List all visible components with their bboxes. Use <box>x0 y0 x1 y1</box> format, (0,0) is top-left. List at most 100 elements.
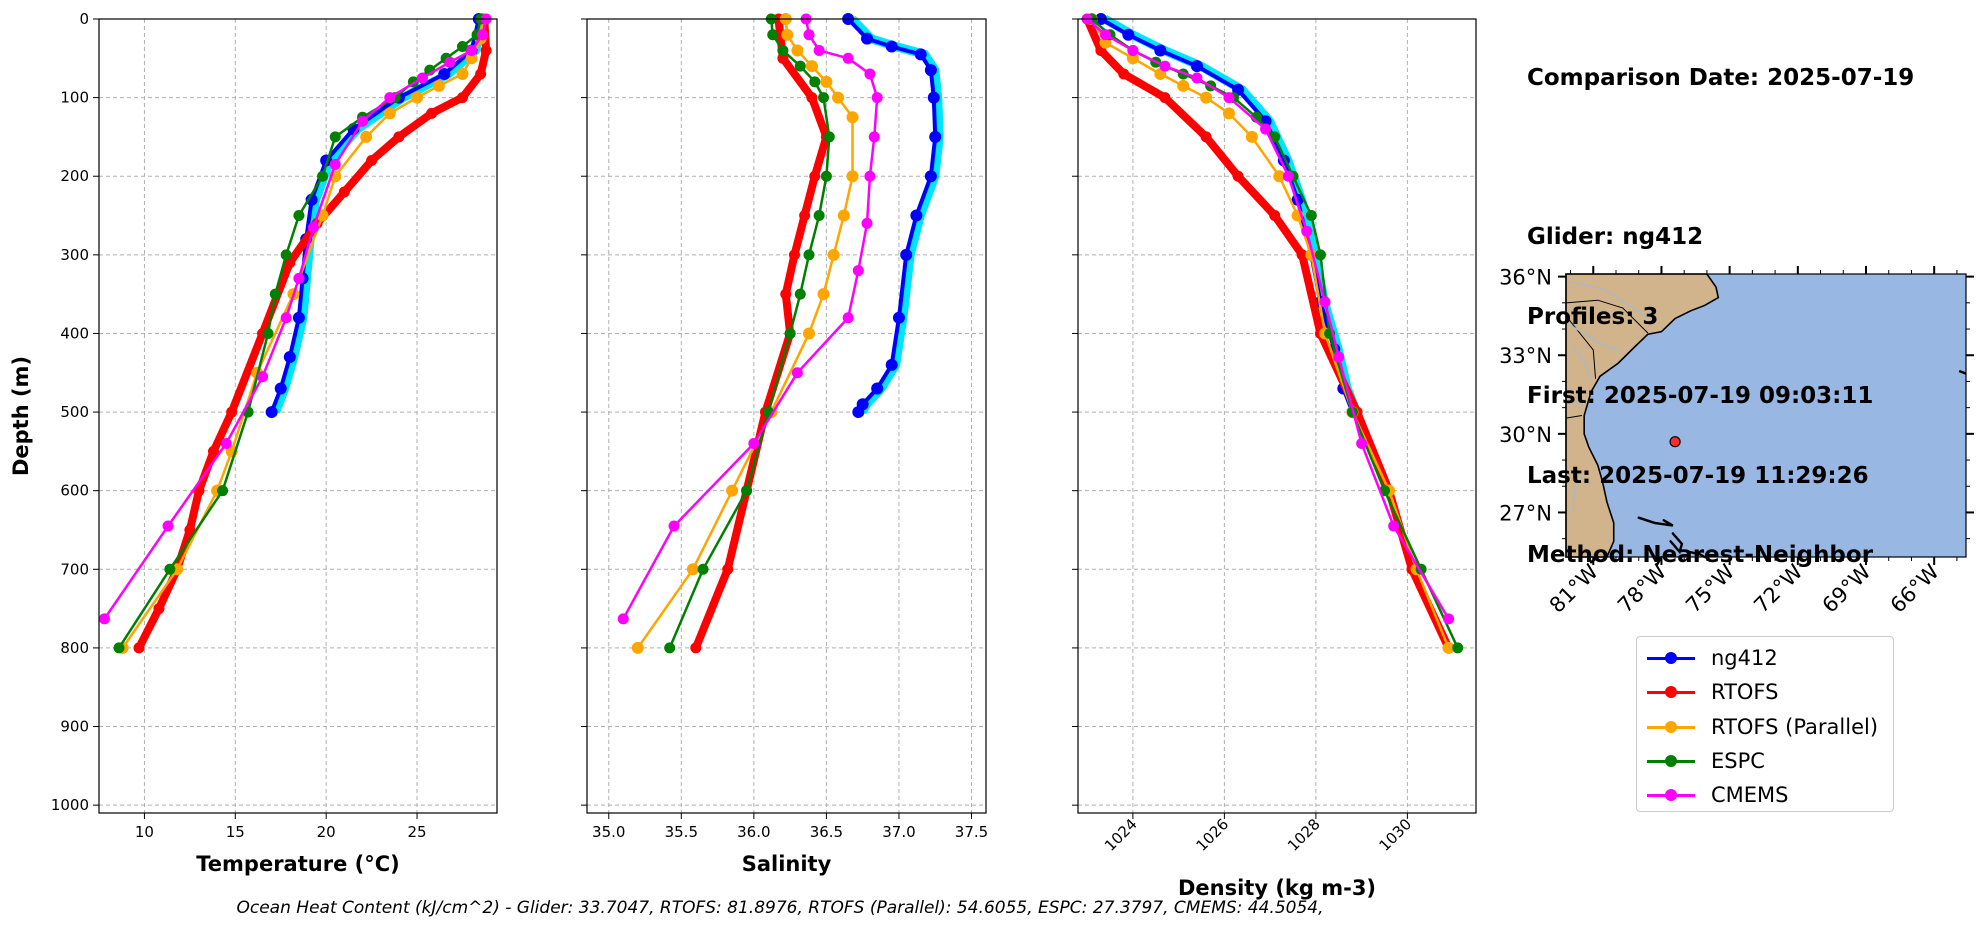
series-ng412-raw-line <box>1102 15 1361 414</box>
data-point <box>305 193 318 206</box>
data-point <box>817 92 829 104</box>
data-point <box>1245 130 1258 143</box>
y-tick-label: 600 <box>60 482 89 500</box>
data-point <box>823 131 835 143</box>
data-point <box>794 288 806 300</box>
x-tick-label: 25 <box>407 823 426 841</box>
data-point <box>1305 210 1317 222</box>
data-point <box>426 107 438 119</box>
data-point <box>1388 520 1400 532</box>
y-tick-label: 100 <box>60 89 89 107</box>
data-point <box>868 131 880 143</box>
y-tick-label: 300 <box>60 246 89 264</box>
series-ng412 <box>842 13 944 419</box>
island <box>1637 516 1674 527</box>
data-point <box>726 484 739 497</box>
river <box>1567 323 1621 354</box>
data-point <box>871 92 883 104</box>
data-point <box>274 382 287 395</box>
data-point <box>226 406 238 418</box>
river <box>1572 472 1585 513</box>
data-point <box>900 248 913 261</box>
data-point <box>805 60 818 73</box>
data-point <box>383 107 396 120</box>
data-point <box>910 209 923 222</box>
data-point <box>329 158 341 170</box>
data-point <box>416 72 428 84</box>
data-point <box>384 92 396 104</box>
data-point <box>799 210 811 222</box>
data-point <box>1356 438 1368 450</box>
data-point <box>438 68 451 81</box>
data-point <box>1333 351 1345 363</box>
data-point <box>164 563 176 575</box>
state-border <box>1565 299 1649 334</box>
interpolation-method: Method: Nearest-Neighbor <box>1527 542 1874 568</box>
x-axis-label: Salinity <box>742 852 832 876</box>
axes-frame <box>98 18 498 814</box>
data-point <box>813 44 825 56</box>
y-tick-label: 200 <box>60 167 89 185</box>
data-point <box>791 367 803 379</box>
data-point <box>892 311 905 324</box>
last-profile-time: Last: 2025-07-19 11:29:26 <box>1527 462 1869 489</box>
data-point <box>1222 107 1235 120</box>
data-point <box>217 485 229 497</box>
data-point <box>631 641 644 654</box>
series-line <box>121 18 484 649</box>
data-point <box>456 41 468 53</box>
panel-dens: 1024 1026 1028 1030 Density (kg m-3) <box>1072 13 1477 900</box>
data-point <box>1127 44 1139 56</box>
x-axis-label: Density (kg m-3) <box>1178 876 1376 900</box>
data-point <box>162 520 174 532</box>
data-point <box>781 28 794 41</box>
data-point <box>846 111 859 124</box>
data-point <box>280 312 292 324</box>
legend-label: ESPC <box>1711 749 1765 774</box>
panel-temp: 0 100 200 300 400 500 600 700 800 900 1000 10 15 20 25… <box>9 10 498 876</box>
data-point <box>1314 249 1326 261</box>
data-point <box>817 288 830 301</box>
data-point <box>668 520 680 532</box>
data-point <box>846 170 859 183</box>
series-ng412-raw-line <box>848 15 944 415</box>
x-tick-label: 37.0 <box>882 823 915 841</box>
lat-tick-label: 30°N <box>1499 423 1552 447</box>
data-point <box>411 91 424 104</box>
data-point <box>456 92 468 104</box>
data-point <box>748 438 760 450</box>
data-point <box>1269 210 1281 222</box>
legend-label: CMEMS <box>1711 783 1789 808</box>
data-point <box>476 29 488 41</box>
data-point <box>802 327 815 340</box>
data-point <box>366 155 378 167</box>
data-point <box>292 311 305 324</box>
y-axis-label: Depth (m) <box>9 356 33 476</box>
map-frame <box>1565 273 1967 558</box>
y-tick-label: 500 <box>60 403 89 421</box>
x-tick-label: 36.0 <box>737 823 770 841</box>
data-point <box>1442 641 1455 654</box>
y-tick-label: 900 <box>60 718 89 736</box>
data-point <box>1273 170 1286 183</box>
data-point <box>806 92 818 104</box>
data-point <box>885 40 898 53</box>
data-point <box>803 249 815 261</box>
data-point <box>1232 170 1244 182</box>
profile-count: Profiles: 3 <box>1527 303 1659 330</box>
data-point <box>832 91 845 104</box>
axes-frame <box>1077 18 1477 814</box>
y-tick-label: 800 <box>60 639 89 657</box>
river <box>1572 344 1592 380</box>
legend-swatch <box>1645 715 1697 739</box>
data-point <box>98 613 110 625</box>
data-point <box>722 563 734 575</box>
data-point <box>794 60 806 72</box>
data-point <box>777 52 789 64</box>
data-point <box>265 406 278 419</box>
data-point <box>293 210 305 222</box>
island <box>1589 555 1600 564</box>
data-point <box>864 68 876 80</box>
data-point <box>1177 79 1190 92</box>
